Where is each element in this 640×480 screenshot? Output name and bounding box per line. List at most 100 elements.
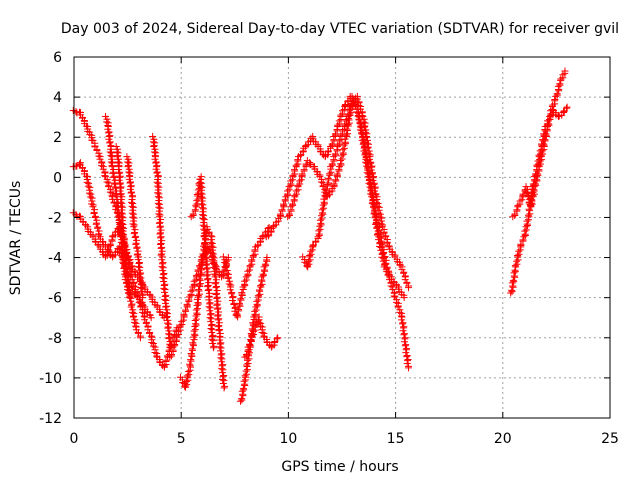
data-point xyxy=(339,127,347,135)
data-point xyxy=(400,294,408,302)
data-point xyxy=(563,103,571,111)
data-point xyxy=(339,107,347,115)
data-point xyxy=(202,236,210,244)
data-point xyxy=(242,367,250,375)
data-point xyxy=(215,327,223,335)
data-point xyxy=(199,205,207,213)
data-point xyxy=(91,213,99,221)
data-point xyxy=(241,372,249,380)
data-point xyxy=(289,200,297,208)
data-point xyxy=(161,292,169,300)
series-4 xyxy=(112,143,144,342)
data-point xyxy=(183,300,191,308)
data-point xyxy=(199,215,207,223)
data-point xyxy=(200,233,208,241)
data-point xyxy=(213,293,221,301)
data-point xyxy=(208,249,216,257)
data-point xyxy=(196,275,204,283)
y-tick-label: -8 xyxy=(48,331,62,347)
data-point xyxy=(398,316,406,324)
data-point xyxy=(116,172,124,180)
data-point xyxy=(536,157,544,165)
data-point xyxy=(179,316,187,324)
data-point xyxy=(214,323,222,331)
data-point xyxy=(192,306,200,314)
data-point xyxy=(534,170,542,178)
data-point xyxy=(344,110,352,118)
data-point xyxy=(208,335,216,343)
data-point xyxy=(219,366,227,374)
data-point xyxy=(297,176,305,184)
data-point xyxy=(306,252,314,260)
data-point xyxy=(147,314,155,322)
data-point xyxy=(257,322,265,330)
data-point xyxy=(326,170,334,178)
data-point xyxy=(158,260,166,268)
data-point xyxy=(219,373,227,381)
data-point xyxy=(212,283,220,291)
data-point xyxy=(161,286,169,294)
data-point xyxy=(186,360,194,368)
data-point xyxy=(160,282,168,290)
series-11 xyxy=(237,254,271,405)
data-point xyxy=(528,196,536,204)
data-point xyxy=(197,189,205,197)
data-point xyxy=(561,67,569,75)
data-point xyxy=(218,355,226,363)
data-point xyxy=(218,365,226,373)
data-point xyxy=(307,247,315,255)
data-point xyxy=(540,140,548,148)
data-point xyxy=(106,188,114,196)
data-point xyxy=(106,240,114,248)
data-point xyxy=(218,369,226,377)
data-point xyxy=(235,299,243,307)
data-point xyxy=(273,335,281,343)
series-15 xyxy=(299,92,413,292)
x-tick-label: 0 xyxy=(70,431,79,447)
data-point xyxy=(158,253,166,261)
data-point xyxy=(158,263,166,271)
y-tick-label: 0 xyxy=(53,170,62,186)
data-point xyxy=(187,287,195,295)
data-point xyxy=(321,191,329,199)
data-point xyxy=(150,148,158,156)
y-axis-label: SDTVAR / TECUs xyxy=(8,181,24,296)
data-point xyxy=(404,284,412,292)
data-point xyxy=(246,340,254,348)
data-point xyxy=(377,246,385,254)
data-point xyxy=(209,337,217,345)
data-point xyxy=(95,152,103,160)
data-point xyxy=(291,166,299,174)
data-point xyxy=(117,184,125,192)
data-point xyxy=(303,262,311,270)
y-tick-label: 2 xyxy=(53,130,62,146)
data-point xyxy=(94,241,102,249)
data-point xyxy=(207,315,215,323)
data-point xyxy=(400,338,408,346)
data-point xyxy=(334,141,342,149)
data-point xyxy=(199,221,207,229)
data-point xyxy=(103,250,111,258)
data-point xyxy=(360,118,368,126)
data-point xyxy=(181,382,189,390)
data-point xyxy=(203,265,211,273)
data-point xyxy=(217,344,225,352)
data-point xyxy=(316,216,324,224)
data-point xyxy=(331,130,339,138)
data-point xyxy=(240,377,248,385)
data-point xyxy=(201,226,209,234)
data-point xyxy=(390,292,398,300)
data-point xyxy=(101,172,109,180)
data-point xyxy=(511,262,519,270)
data-point xyxy=(515,247,523,255)
data-point xyxy=(204,287,212,295)
x-axis-label: GPS time / hours xyxy=(281,459,398,475)
data-point xyxy=(247,336,255,344)
data-point xyxy=(182,378,190,386)
data-point xyxy=(197,264,205,272)
data-point xyxy=(210,342,218,350)
data-point xyxy=(217,351,225,359)
data-point xyxy=(146,291,154,299)
data-point xyxy=(197,182,205,190)
